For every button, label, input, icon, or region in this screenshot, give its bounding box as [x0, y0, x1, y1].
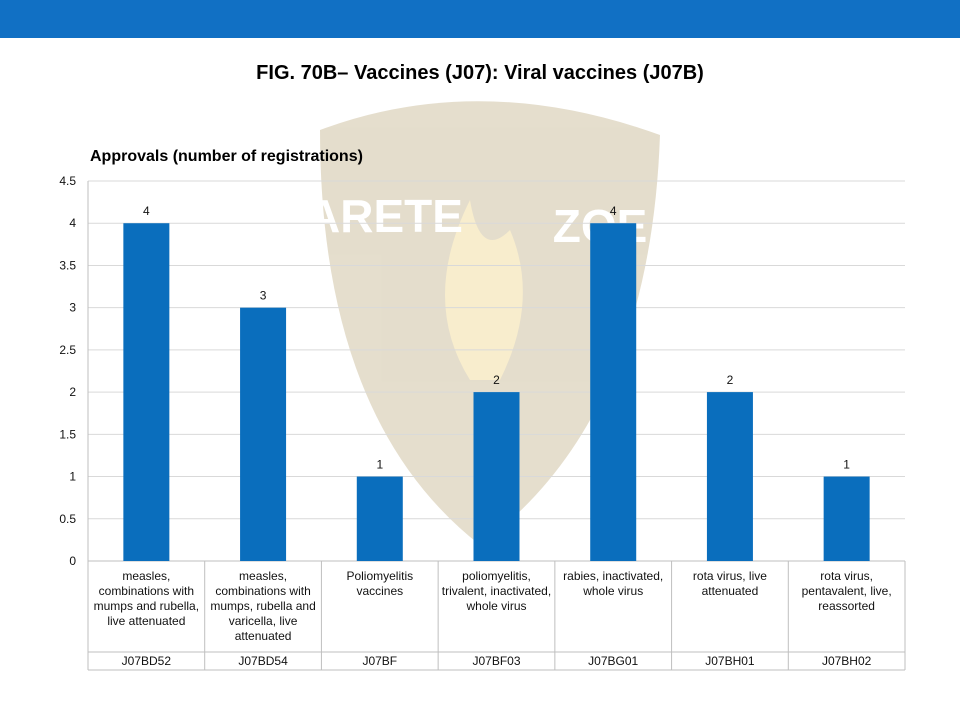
category-code: J07BF	[362, 654, 398, 668]
y-tick-label: 4.5	[59, 174, 76, 188]
data-label: 1	[843, 458, 850, 472]
y-tick-label: 4	[69, 216, 76, 230]
x-tick-label: poliomyelitis, trivalent, inactivated, w…	[441, 569, 552, 613]
data-label: 1	[376, 458, 383, 472]
data-label: 4	[143, 204, 150, 218]
y-tick-label: 1.5	[59, 427, 76, 441]
bar	[590, 223, 637, 561]
x-tick-label: rota virus, pentavalent, live, reassorte…	[801, 569, 892, 613]
category-code: J07BG01	[588, 654, 639, 668]
category-code: J07BF03	[472, 654, 521, 668]
watermark-text: ARETE	[307, 190, 463, 242]
y-tick-label: 3	[69, 301, 76, 315]
category-code: J07BD54	[238, 654, 288, 668]
category-code: J07BD52	[121, 654, 172, 668]
bar	[706, 392, 753, 561]
x-tick-label: Poliomyelitis vaccines	[346, 569, 414, 598]
x-tick-label: measles, combinations with mumps, rubell…	[210, 569, 316, 643]
data-label: 2	[493, 373, 500, 387]
x-tick-label: measles, combinations with mumps and rub…	[93, 569, 200, 628]
top-band	[0, 0, 960, 38]
bar	[123, 223, 170, 561]
bar	[356, 476, 403, 561]
bar	[240, 307, 287, 561]
data-label: 2	[727, 373, 734, 387]
y-tick-label: 0	[69, 554, 76, 568]
y-tick-label: 2	[69, 385, 76, 399]
slide-title: FIG. 70B– Vaccines (J07): Viral vaccines…	[256, 62, 704, 84]
bar	[473, 392, 520, 561]
data-label: 3	[260, 289, 267, 303]
y-tick-label: 3.5	[59, 258, 76, 272]
y-tick-label: 0.5	[59, 512, 76, 526]
y-tick-label: 1	[69, 470, 76, 484]
watermark-flame	[445, 200, 523, 380]
data-label: 4	[610, 204, 617, 218]
x-tick-label: rabies, inactivated, whole virus	[563, 569, 664, 598]
category-code: J07BH01	[705, 654, 755, 668]
y-tick-label: 2.5	[59, 343, 76, 357]
chart-title: Approvals (number of registrations)	[90, 148, 363, 165]
category-code: J07BH02	[821, 654, 872, 668]
bar	[823, 476, 870, 561]
x-tick-label: rota virus, live attenuated	[692, 569, 767, 598]
